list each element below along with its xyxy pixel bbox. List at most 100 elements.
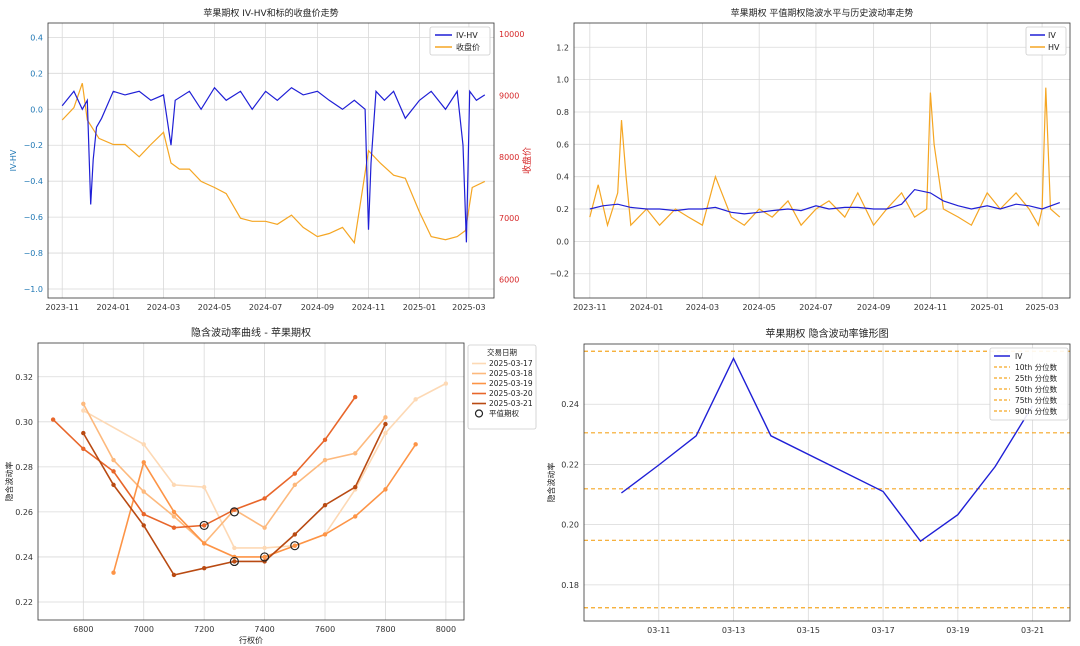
legend-title: 交易日期 xyxy=(487,347,517,357)
plot-frame xyxy=(47,22,495,299)
y-tick-label: 0.4 xyxy=(30,33,43,42)
chart-title: 苹果期权 平值期权隐波水平与历史波动率走势 xyxy=(731,7,914,19)
data-point xyxy=(111,482,116,488)
x-tick-label: 03-19 xyxy=(946,626,969,635)
data-point xyxy=(81,401,86,407)
legend-label: IV-HV xyxy=(456,31,478,40)
data-point xyxy=(292,543,298,548)
data-point xyxy=(383,430,388,436)
data-point xyxy=(353,484,358,490)
y2-tick-label: 6000 xyxy=(499,276,519,285)
data-point xyxy=(353,451,358,456)
data-point xyxy=(322,532,328,537)
data-point xyxy=(292,471,298,476)
y2-tick-label: 8000 xyxy=(499,153,519,162)
x-tick-label: 6800 xyxy=(73,625,93,634)
x-tick-label: 03-21 xyxy=(1021,626,1044,635)
iv-cone-chart: 苹果期权 隐含波动率锥形图 03-11 03-13 03-15 03-17 03-19 03… xyxy=(546,327,1071,635)
atm-point-marker xyxy=(229,507,239,517)
data-point xyxy=(81,408,86,413)
data-point xyxy=(262,554,267,560)
x-tick-label: 2025-01 xyxy=(970,303,1003,312)
y-tick-label: 0.24 xyxy=(561,400,579,409)
y-axis-label: 隐含波动率 xyxy=(4,462,14,502)
data-point xyxy=(232,545,237,551)
data-point xyxy=(141,523,146,528)
y-tick-label: −0.6 xyxy=(24,213,43,222)
legend-label: IV xyxy=(1015,352,1023,361)
legend-label: 2025-03-21 xyxy=(489,399,533,408)
x-tick-label: 2024-05 xyxy=(198,303,231,312)
data-point xyxy=(262,525,267,530)
atm-point-marker xyxy=(259,552,270,562)
data-point xyxy=(262,496,267,501)
data-point xyxy=(322,502,328,508)
y-tick-label: −1.0 xyxy=(24,285,43,294)
legend-label: IV xyxy=(1048,31,1056,40)
data-point xyxy=(81,446,86,452)
atm-iv-hv-chart: 苹果期权 平值期权隐波水平与历史波动率走势 2023-11 2024-01 2024-… xyxy=(550,7,1071,312)
x-tick-label: 2024-05 xyxy=(742,303,775,312)
y2-axis-label: 收盘价 xyxy=(521,147,533,174)
series-line-2025-03-17 xyxy=(82,382,447,549)
y-axis-label: IV-HV xyxy=(9,149,18,171)
legend-label: 50th 分位数 xyxy=(1015,384,1058,394)
y-tick-label: −0.2 xyxy=(24,141,43,150)
x-tick-label: 2024-07 xyxy=(249,303,282,312)
x-tick-label: 2024-03 xyxy=(147,303,180,312)
y-tick-label: −0.4 xyxy=(24,177,43,186)
y-tick-label: 0.0 xyxy=(30,105,43,114)
data-point xyxy=(201,566,207,571)
x-tick-label: 2023-11 xyxy=(573,303,606,312)
y2-tick-label: 7000 xyxy=(499,214,519,223)
iv-hv-close-chart: 苹果期权 IV-HV和标的收盘价走势 2023-11 2024-01 2024-03 2… xyxy=(9,7,533,312)
y-tick-label: 0.4 xyxy=(556,173,569,182)
legend-label: 25th 分位数 xyxy=(1015,373,1058,383)
x-tick-label: 7400 xyxy=(254,625,274,634)
chart-title: 苹果期权 隐含波动率锥形图 xyxy=(765,327,888,340)
data-point xyxy=(262,545,267,551)
y-tick-label: 1.0 xyxy=(556,76,569,85)
data-point xyxy=(201,541,207,546)
x-tick-label: 2025-01 xyxy=(403,303,436,312)
y-tick-label: 1.2 xyxy=(556,43,569,52)
atm-point-marker xyxy=(290,541,300,551)
y-tick-label: 0.24 xyxy=(15,553,33,562)
x-tick-label: 7600 xyxy=(315,625,335,634)
data-point xyxy=(322,437,328,443)
series-line-close xyxy=(61,83,486,245)
y-axis-label: 隐含波动率 xyxy=(546,463,556,503)
data-point xyxy=(50,417,56,422)
legend-label: HV xyxy=(1048,43,1060,52)
data-point xyxy=(413,397,418,402)
x-tick-label: 03-15 xyxy=(797,626,820,635)
x-tick-label: 2025-03 xyxy=(452,303,485,312)
data-point xyxy=(353,394,358,400)
x-tick-label: 03-11 xyxy=(647,626,670,635)
y-tick-label: 0.26 xyxy=(15,508,33,517)
y-tick-label: 0.0 xyxy=(556,237,569,246)
x-tick-label: 2024-11 xyxy=(352,303,385,312)
legend-box xyxy=(467,344,537,430)
x-tick-label: 2024-09 xyxy=(857,303,890,312)
y-tick-label: 0.32 xyxy=(15,373,33,382)
data-point xyxy=(201,484,207,490)
y-tick-label: 0.8 xyxy=(556,108,569,117)
y-tick-label: 0.2 xyxy=(556,205,569,214)
data-point xyxy=(141,442,146,447)
data-point xyxy=(141,460,146,465)
data-point xyxy=(171,572,177,578)
x-tick-label: 2025-03 xyxy=(1025,303,1058,312)
x-tick-label: 2024-01 xyxy=(630,303,663,312)
data-point xyxy=(111,469,116,474)
x-tick-label: 7800 xyxy=(375,625,395,634)
x-tick-label: 7000 xyxy=(134,625,154,634)
y-tick-label: 0.30 xyxy=(15,418,33,427)
legend-label: 90th 分位数 xyxy=(1015,406,1058,416)
y-tick-label: 0.28 xyxy=(15,463,33,472)
y-tick-label: 0.6 xyxy=(556,140,569,149)
legend-label: 平值期权 xyxy=(489,408,519,418)
x-tick-label: 2024-03 xyxy=(686,303,719,312)
data-point xyxy=(413,442,418,447)
